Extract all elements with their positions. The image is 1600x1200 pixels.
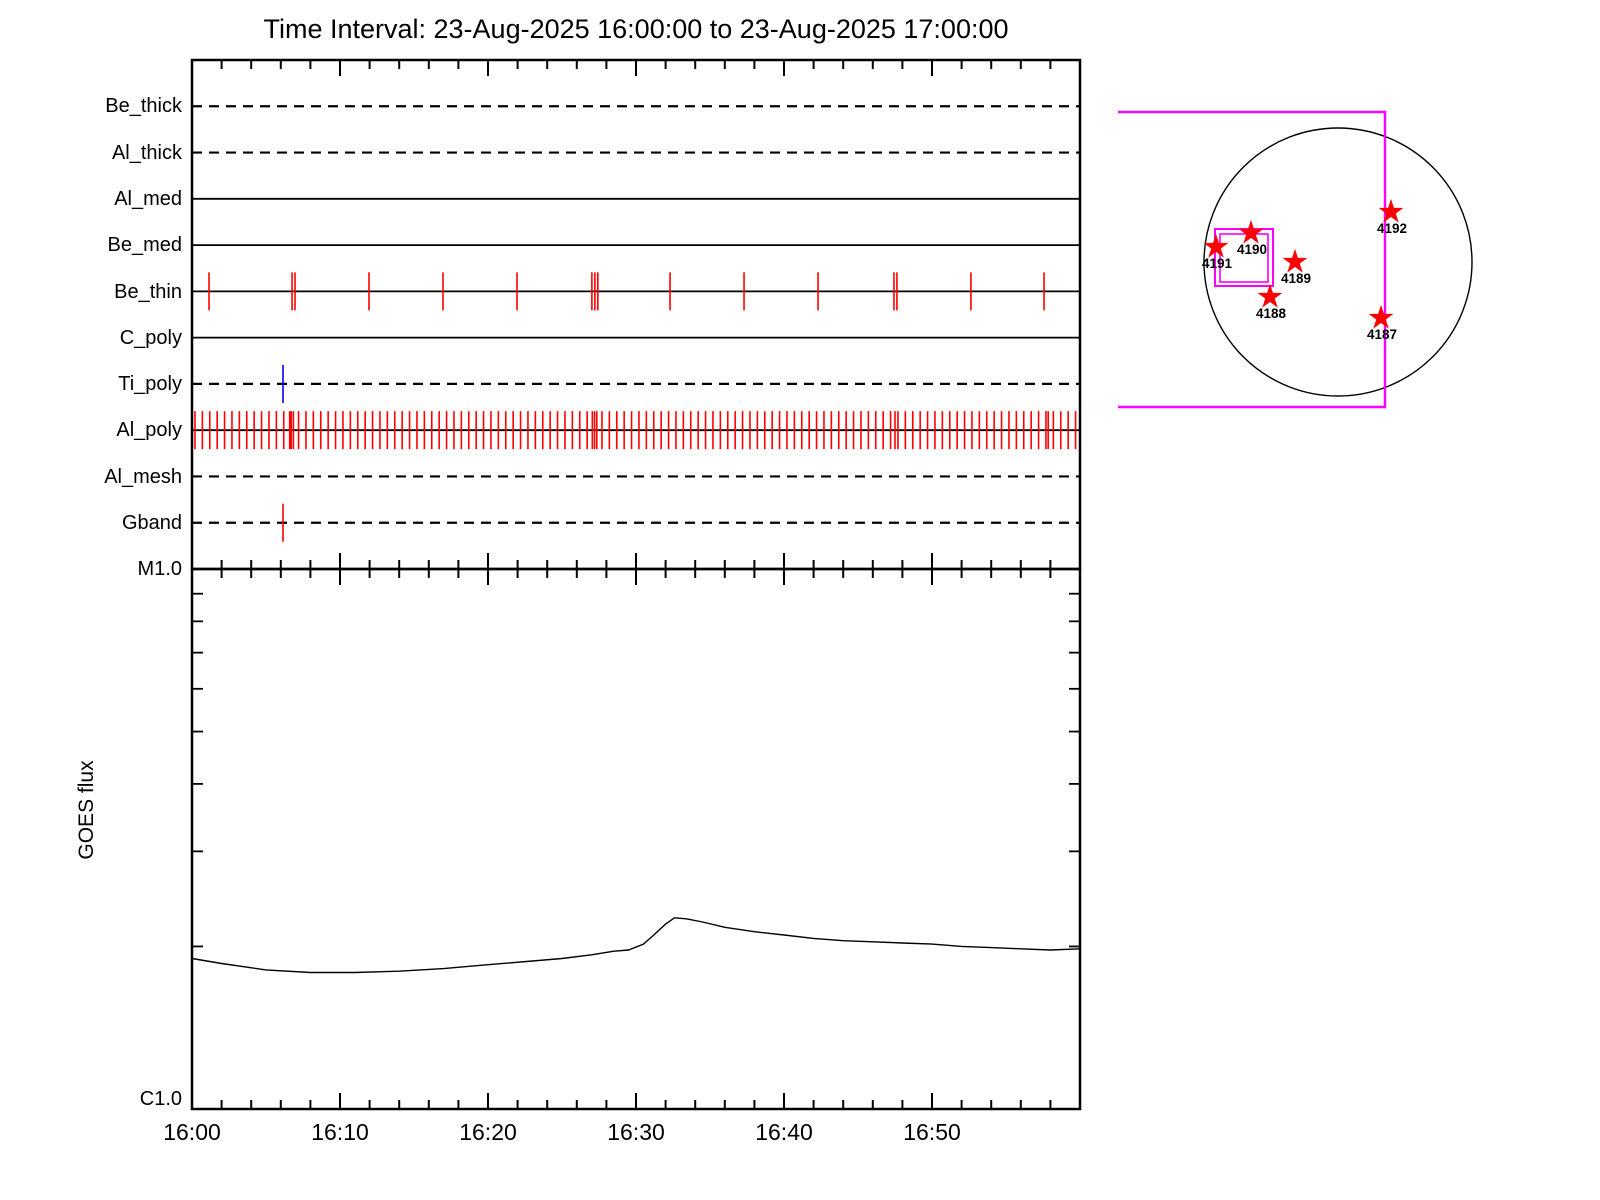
filter-label-gband: Gband	[121, 512, 182, 534]
solar-limb-circle	[1203, 127, 1473, 397]
filter-panel-border	[190, 58, 1082, 571]
goes-axis-title: GOES flux	[75, 760, 98, 860]
active-region-label-4190: 4190	[1237, 242, 1267, 257]
x-tick-label-1650: 16:50	[903, 1119, 961, 1145]
filter-label-al-mesh: Al_mesh	[104, 466, 182, 488]
active-region-label-4192: 4192	[1377, 221, 1407, 236]
x-tick-label-1610: 16:10	[311, 1119, 369, 1145]
filter-label-c-poly: C_poly	[119, 327, 182, 349]
filter-label-al-poly: Al_poly	[116, 419, 182, 441]
fov-outline	[1118, 110, 1387, 409]
active-region-star-4189	[1282, 248, 1308, 273]
active-region-label-4191: 4191	[1202, 256, 1233, 271]
active-region-star-4188	[1257, 283, 1283, 308]
goes-panel-border	[190, 567, 1082, 1111]
active-region-star-4187	[1368, 304, 1394, 329]
active-region-star-4190	[1238, 219, 1264, 244]
figure-title: Time Interval: 23-Aug-2025 16:00:00 to 2…	[263, 14, 1009, 44]
active-region-star-4192	[1378, 198, 1404, 223]
goes-ymax-label: M1.0	[137, 558, 182, 580]
target-box-inner	[1219, 233, 1269, 283]
filter-label-be-thick: Be_thick	[105, 95, 182, 117]
active-region-label-4189: 4189	[1281, 271, 1311, 286]
active-region-label-4187: 4187	[1367, 327, 1397, 342]
filter-label-be-thin: Be_thin	[114, 281, 182, 303]
x-tick-label-1640: 16:40	[755, 1119, 813, 1145]
filter-label-ti-poly: Ti_poly	[118, 373, 182, 395]
active-region-star-4191	[1203, 233, 1229, 258]
x-tick-label-1630: 16:30	[607, 1119, 665, 1145]
filter-label-al-med: Al_med	[114, 188, 182, 210]
goes-flux-curve	[191, 917, 1081, 974]
filter-label-al-thick: Al_thick	[111, 142, 182, 164]
filter-label-be-med: Be_med	[107, 234, 183, 256]
x-tick-label-1600: 16:00	[163, 1119, 221, 1145]
x-tick-label-1620: 16:20	[459, 1119, 517, 1145]
active-region-label-4188: 4188	[1256, 306, 1287, 321]
goes-ymin-label: C1.0	[139, 1088, 182, 1110]
